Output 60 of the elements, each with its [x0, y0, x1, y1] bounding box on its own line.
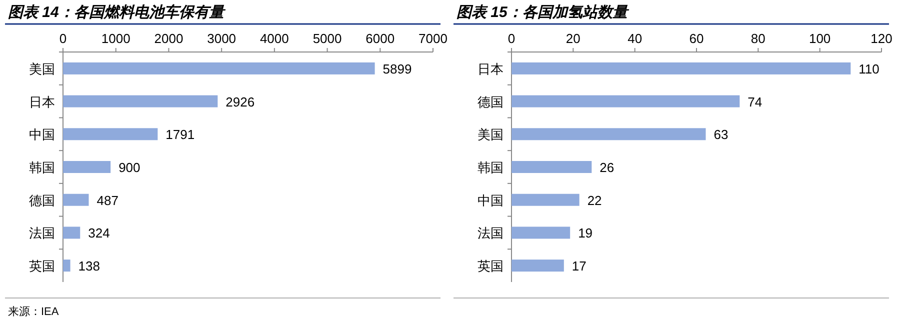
x-tick-label: 1000 — [101, 31, 130, 46]
data-label: 324 — [88, 226, 110, 241]
bar — [512, 62, 851, 74]
data-label: 63 — [714, 127, 728, 142]
bar — [63, 161, 111, 173]
x-tick-label: 120 — [870, 31, 892, 46]
y-tick-label: 中国 — [29, 127, 55, 142]
y-tick-label: 日本 — [29, 94, 55, 110]
bar — [63, 128, 158, 140]
data-label: 19 — [578, 226, 593, 241]
y-tick-label: 德国 — [478, 94, 504, 110]
x-tick-label: 7000 — [418, 31, 448, 46]
x-tick-label: 5000 — [312, 31, 342, 46]
data-label: 110 — [858, 61, 880, 76]
x-tick-label: 6000 — [366, 31, 395, 46]
bar — [512, 161, 592, 173]
source-note: 来源：IEA — [8, 305, 60, 318]
y-tick-label: 法国 — [29, 226, 55, 241]
bar — [512, 95, 740, 108]
data-label: 17 — [572, 258, 586, 274]
y-tick-label: 中国 — [478, 192, 504, 208]
bar — [512, 194, 580, 206]
bar — [512, 128, 706, 140]
y-tick-label: 英国 — [478, 258, 504, 274]
x-tick-label: 40 — [628, 31, 642, 46]
data-label: 26 — [600, 160, 614, 175]
x-tick-label: 0 — [59, 31, 67, 46]
x-tick-label: 80 — [750, 31, 766, 46]
bar — [63, 95, 218, 108]
bar — [512, 226, 570, 239]
x-tick-label: 60 — [689, 31, 704, 46]
data-label: 900 — [118, 160, 140, 175]
x-tick-label: 100 — [808, 31, 831, 46]
data-label: 74 — [748, 94, 762, 110]
data-label: 487 — [96, 192, 118, 208]
x-tick-label: 0 — [508, 31, 516, 46]
data-label: 22 — [587, 192, 602, 208]
x-tick-label: 20 — [566, 31, 580, 46]
bar — [63, 62, 375, 74]
bar — [512, 260, 564, 272]
x-tick-label: 2000 — [154, 31, 184, 46]
y-tick-label: 日本 — [478, 61, 504, 76]
data-label: 2926 — [226, 94, 255, 110]
x-tick-label: 4000 — [260, 31, 289, 46]
chart-title: 图表 14：各国燃料电池车保有量 — [8, 3, 226, 21]
bar — [63, 260, 70, 272]
y-tick-label: 德国 — [29, 192, 55, 208]
data-label: 138 — [78, 258, 100, 274]
y-tick-label: 韩国 — [478, 160, 504, 175]
y-tick-label: 英国 — [29, 258, 55, 274]
bar — [63, 194, 89, 206]
data-label: 1791 — [166, 127, 195, 142]
y-tick-label: 韩国 — [29, 160, 55, 175]
bar — [63, 226, 80, 239]
data-label: 5899 — [382, 61, 412, 76]
x-tick-label: 3000 — [207, 31, 236, 46]
y-tick-label: 美国 — [29, 61, 55, 76]
y-tick-label: 法国 — [478, 226, 504, 241]
chart-title: 图表 15：各国加氢站数量 — [456, 4, 630, 21]
y-tick-label: 美国 — [478, 127, 504, 142]
